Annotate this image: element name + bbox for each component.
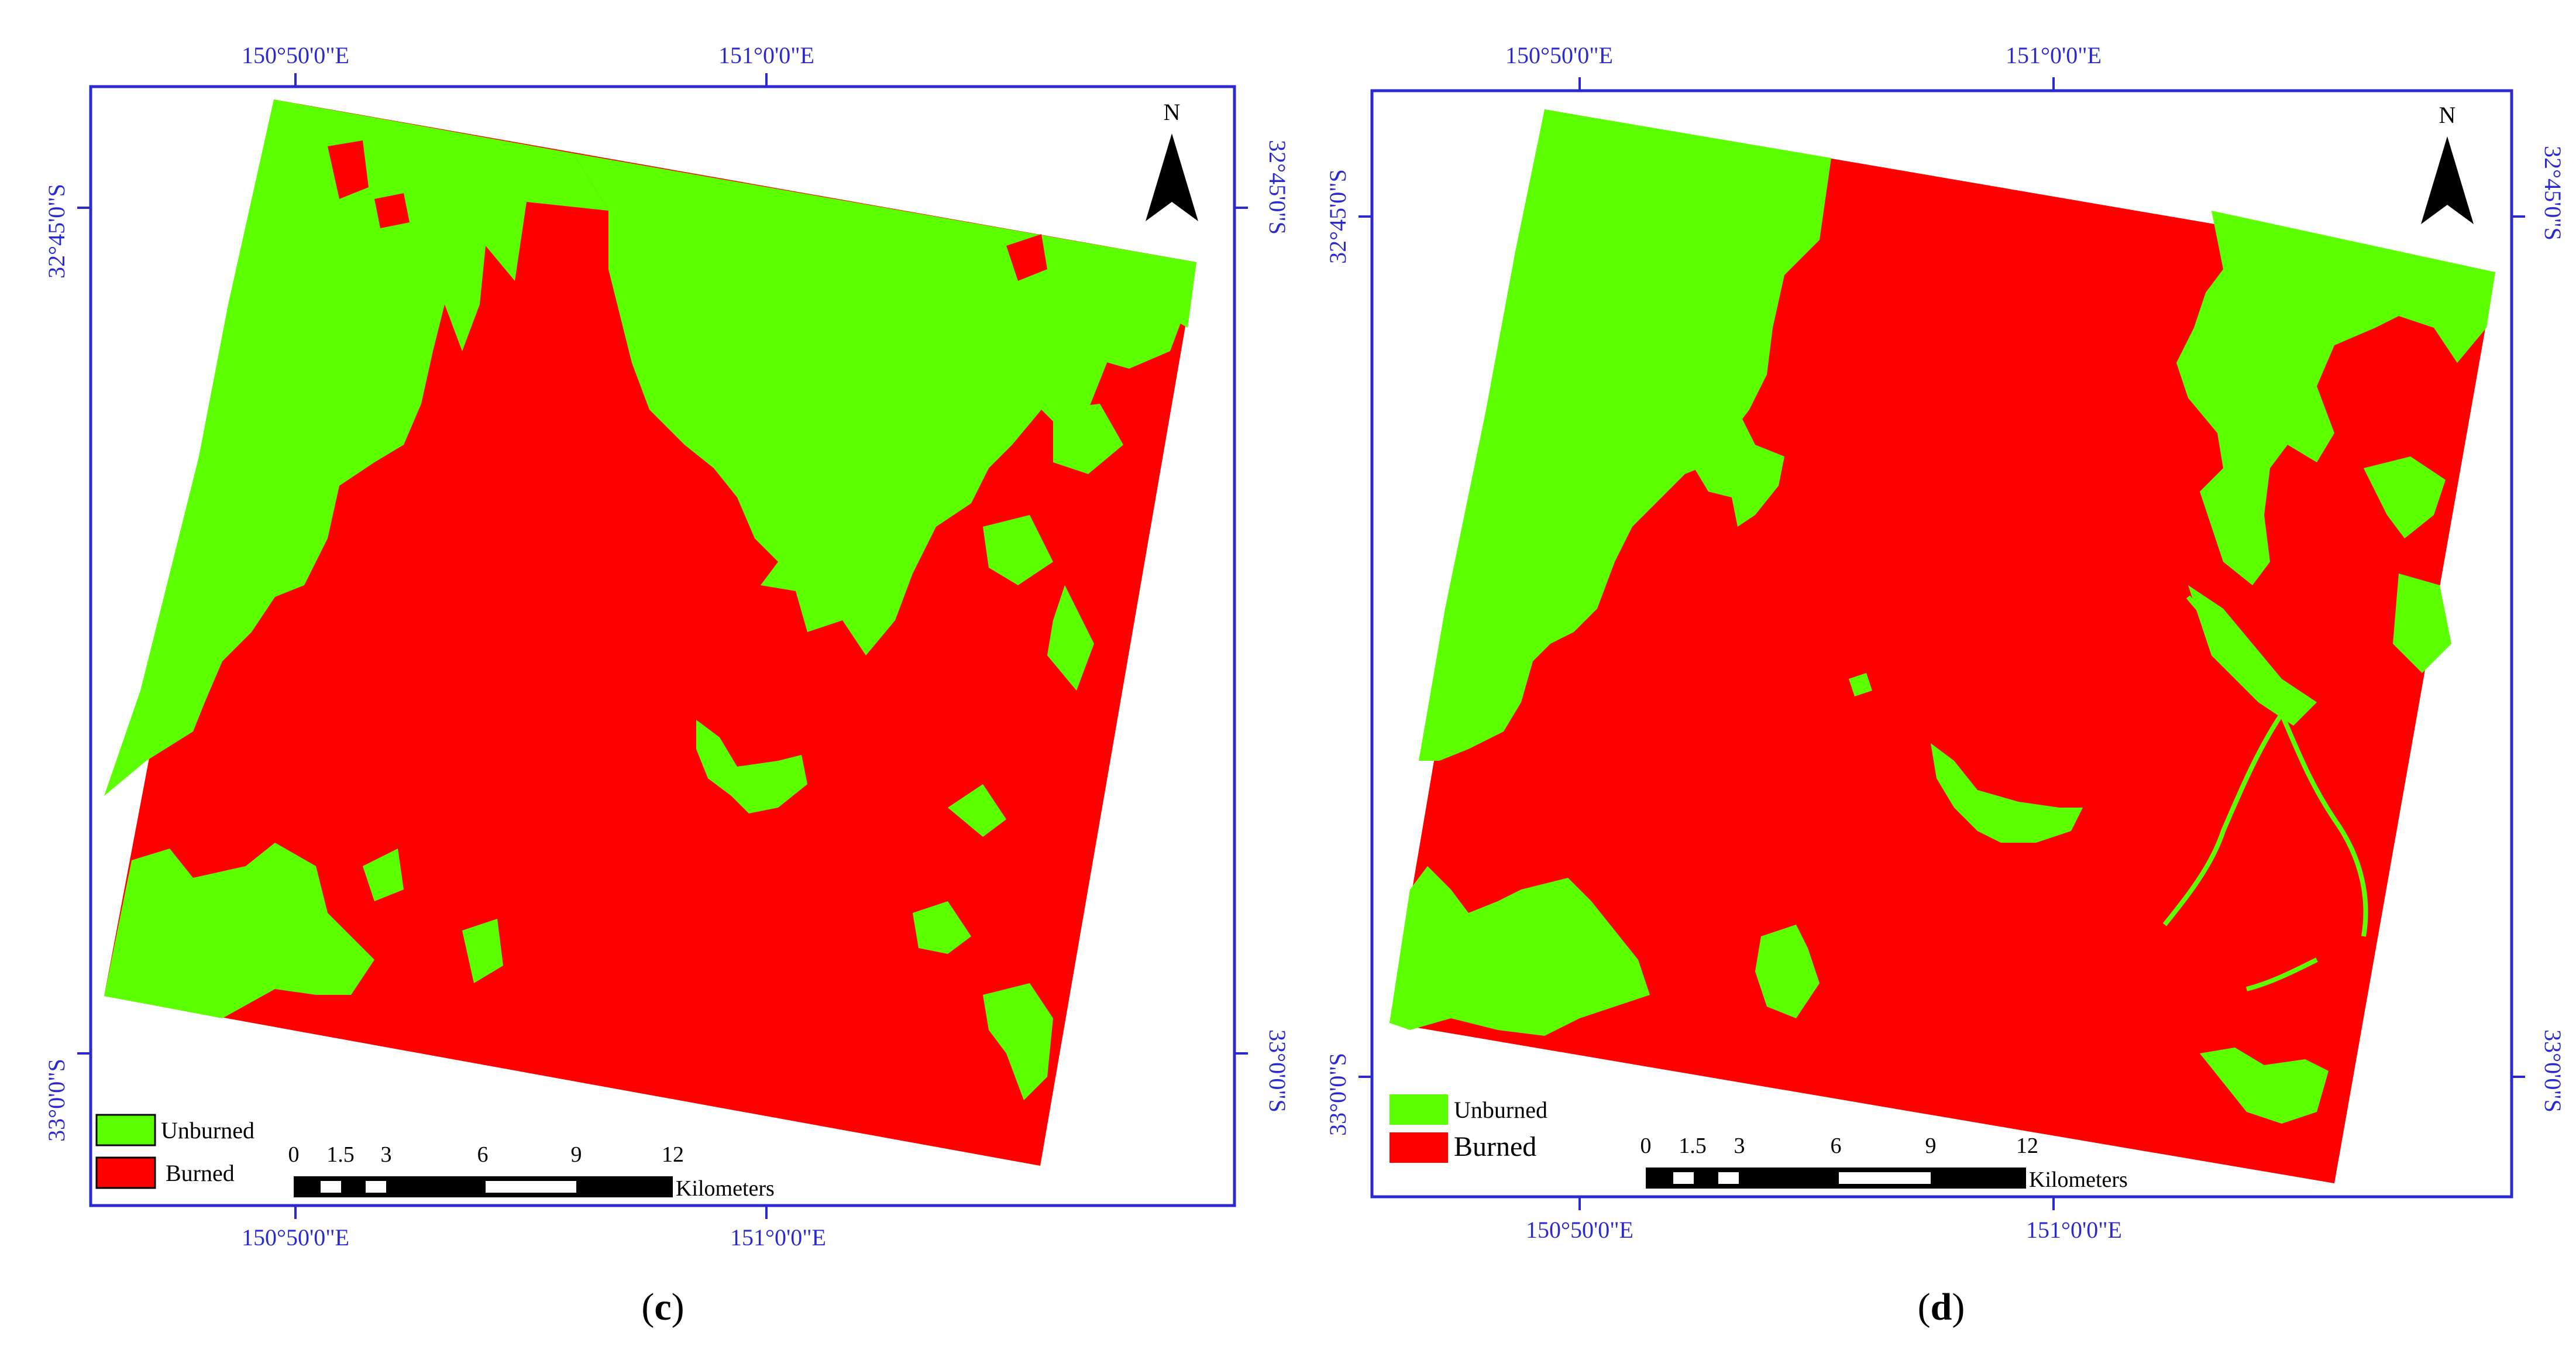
legend-label-unburned: Unburned bbox=[161, 1117, 254, 1144]
burn-map bbox=[104, 99, 1196, 1166]
scale-tick-0: 0 bbox=[1640, 1134, 1652, 1158]
top-coord-left: 150°50'0"E bbox=[242, 42, 349, 68]
scale-tick-5: 12 bbox=[2016, 1134, 2038, 1158]
river-channels bbox=[2162, 595, 2368, 991]
legend-swatch-unburned bbox=[1390, 1094, 1448, 1125]
scale-tick-1: 1.5 bbox=[1679, 1134, 1707, 1158]
top-coord-right: 151°0'0"E bbox=[2006, 42, 2102, 68]
left-coord-top: 32°45'0"S bbox=[43, 184, 70, 279]
scale-tick-3: 6 bbox=[1831, 1134, 1842, 1158]
bottom-coord-left: 150°50'0"E bbox=[1526, 1217, 1633, 1243]
scale-tick-4: 9 bbox=[1925, 1134, 1937, 1158]
legend-label-burned: Burned bbox=[166, 1160, 235, 1186]
unburned-area bbox=[104, 99, 1196, 1100]
right-coord-bottom: 33°0'0"S bbox=[1264, 1029, 1291, 1112]
north-arrow: N bbox=[1146, 99, 1198, 221]
scale-bar: 0 1.5 3 6 9 12 Kilometers bbox=[1640, 1134, 2128, 1192]
legend-label-unburned: Unburned bbox=[1454, 1097, 1547, 1123]
scale-tick-2: 3 bbox=[1734, 1134, 1745, 1158]
scale-unit: Kilometers bbox=[676, 1176, 775, 1201]
top-coord-right: 151°0'0"E bbox=[718, 42, 814, 68]
legend-swatch-burned bbox=[1390, 1132, 1448, 1163]
scale-tick-5: 12 bbox=[662, 1142, 684, 1167]
scale-tick-2: 3 bbox=[381, 1142, 392, 1167]
legend: Unburned Burned bbox=[1390, 1094, 1547, 1163]
bottom-coord-right: 151°0'0"E bbox=[2026, 1217, 2122, 1243]
left-coord-top: 32°45'0"S bbox=[1325, 169, 1351, 264]
left-coord-bottom: 33°0'0"S bbox=[43, 1059, 70, 1142]
map-panel-c: 150°50'0"E 151°0'0"E 150°50'0"E 151°0'0"… bbox=[43, 42, 1291, 1328]
scale-bar: 0 1.5 3 6 9 12 Kilometers bbox=[288, 1142, 775, 1201]
bottom-coord-right: 151°0'0"E bbox=[730, 1224, 826, 1251]
north-arrow-icon bbox=[2421, 136, 2474, 224]
caption-label: d bbox=[1931, 1286, 1952, 1328]
right-coord-top: 32°45'0"S bbox=[1264, 140, 1291, 235]
right-coord-bottom: 33°0'0"S bbox=[2540, 1029, 2566, 1112]
scale-tick-4: 9 bbox=[571, 1142, 582, 1167]
top-coord-left: 150°50'0"E bbox=[1505, 42, 1613, 68]
scale-tick-3: 6 bbox=[477, 1142, 489, 1167]
panel-caption-c: (c) bbox=[641, 1286, 684, 1328]
frame-ticks bbox=[1358, 77, 2525, 1210]
caption-label: c bbox=[654, 1286, 671, 1328]
north-label: N bbox=[2439, 102, 2456, 128]
map-panel-d: 150°50'0"E 151°0'0"E 150°50'0"E 151°0'0"… bbox=[1325, 42, 2566, 1328]
north-label: N bbox=[1164, 99, 1181, 125]
frame-ticks bbox=[77, 73, 1248, 1219]
north-arrow-icon bbox=[1146, 133, 1198, 221]
right-coord-top: 32°45'0"S bbox=[2540, 146, 2566, 241]
legend-swatch-burned bbox=[95, 1156, 156, 1189]
bottom-coord-left: 150°50'0"E bbox=[242, 1224, 349, 1251]
legend-label-burned: Burned bbox=[1454, 1131, 1536, 1162]
burn-map bbox=[1390, 109, 2495, 1183]
scale-unit: Kilometers bbox=[2029, 1168, 2128, 1192]
scale-tick-0: 0 bbox=[288, 1142, 300, 1167]
panel-caption-d: (d) bbox=[1918, 1286, 1965, 1328]
north-arrow: N bbox=[2421, 102, 2474, 224]
unburned-area bbox=[1390, 109, 2495, 1124]
left-coord-bottom: 33°0'0"S bbox=[1325, 1053, 1351, 1136]
map-frame bbox=[1370, 89, 2513, 1199]
legend: Unburned Burned bbox=[95, 1114, 254, 1189]
map-frame bbox=[89, 85, 1236, 1207]
burned-patches bbox=[328, 140, 1047, 281]
scale-tick-1: 1.5 bbox=[326, 1142, 355, 1167]
legend-swatch-unburned bbox=[95, 1114, 156, 1146]
